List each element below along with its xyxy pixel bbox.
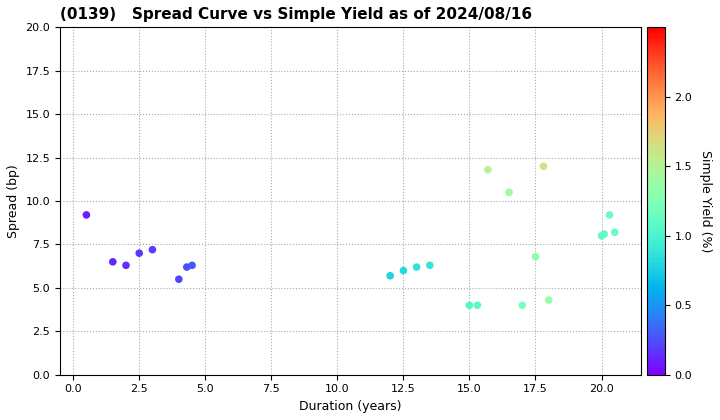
Y-axis label: Spread (bp): Spread (bp) <box>7 164 20 238</box>
Point <box>411 264 423 270</box>
Point <box>598 231 610 237</box>
Point <box>538 163 549 170</box>
Point <box>186 262 198 269</box>
Y-axis label: Simple Yield (%): Simple Yield (%) <box>698 150 711 252</box>
Text: (0139)   Spread Curve vs Simple Yield as of 2024/08/16: (0139) Spread Curve vs Simple Yield as o… <box>60 7 532 22</box>
Point <box>543 297 554 303</box>
Point <box>173 276 184 283</box>
Point <box>472 302 483 309</box>
Point <box>609 229 621 236</box>
Point <box>503 189 515 196</box>
Point <box>424 262 436 269</box>
Point <box>397 267 409 274</box>
Point <box>384 273 396 279</box>
Point <box>181 264 192 270</box>
Point <box>133 250 145 257</box>
Point <box>516 302 528 309</box>
Point <box>107 258 119 265</box>
Point <box>81 212 92 218</box>
Point <box>482 166 494 173</box>
Point <box>147 246 158 253</box>
Point <box>120 262 132 269</box>
Point <box>464 302 475 309</box>
Point <box>595 232 607 239</box>
X-axis label: Duration (years): Duration (years) <box>300 400 402 413</box>
Point <box>530 253 541 260</box>
Point <box>603 212 615 218</box>
